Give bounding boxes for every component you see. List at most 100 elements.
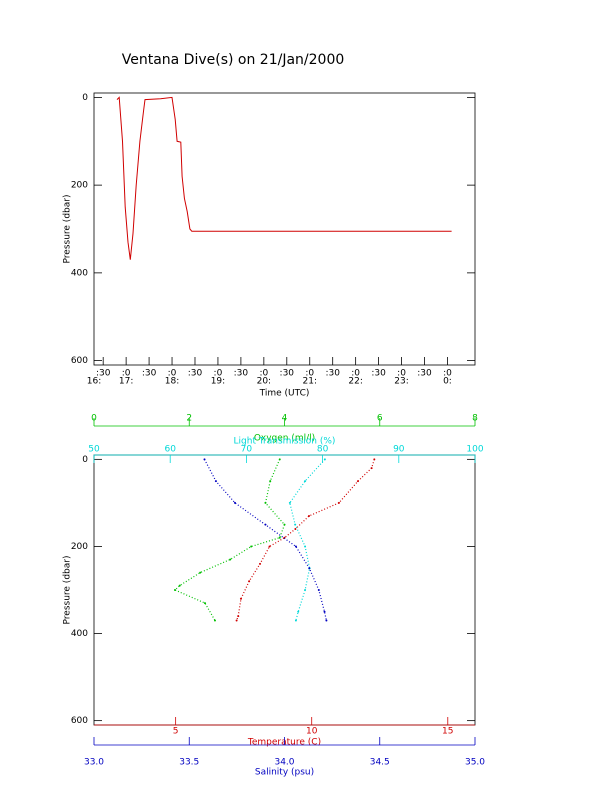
x-tick-label: :30 [280,369,295,379]
x-tick-label: 33.0 [84,758,104,768]
profile-point [283,523,286,526]
profile-point [304,545,307,548]
profile-point [235,619,238,622]
profile-point [294,545,297,548]
profile-trace [203,459,327,621]
profile-point [294,528,297,531]
profile-point [268,545,271,548]
profile-trace [236,459,375,621]
chart-title: Ventana Dive(s) on 21/Jan/2000 [122,52,345,68]
x-tick-label: 0 [91,414,97,424]
x-axis-title: Salinity (psu) [255,768,314,778]
x-axis-title: Light Transmission (%) [234,437,336,447]
y-axis-title: Pressure (dbar) [63,556,73,625]
profile-point [213,619,216,622]
x-tick-label: :30 [96,369,111,379]
x-tick-label: :0 [351,369,360,379]
profile-point [239,597,242,600]
x-tick-label: :0 [305,369,314,379]
x-tick-label: 70 [241,445,253,455]
profile-point [264,523,267,526]
y-tick-label: 600 [71,356,88,366]
x-axis-title: Temperature (C) [247,738,321,748]
y-tick-label: 600 [71,716,88,726]
x-tick-label: 80 [317,445,329,455]
x-tick-label: 34.0 [274,758,294,768]
profile-point [203,458,206,461]
x-hour-label: 16: [87,377,101,387]
x-axis-title: Time (UTC) [259,389,310,399]
x-tick-label: :30 [234,369,249,379]
x-tick-label: :30 [188,369,203,379]
profile-point [373,458,376,461]
y-axis-title: Pressure (dbar) [63,195,73,264]
plot-frame [93,92,476,366]
profile-point [259,562,262,565]
x-axis-title: Oxygen (ml/l) [254,434,315,444]
x-tick-label: :0 [443,369,452,379]
profile-point [288,501,291,504]
x-tick-label: :0 [168,369,177,379]
profile-point [370,467,373,470]
x-tick-label: :0 [122,369,131,379]
x-tick-label: 50 [88,445,100,455]
profile-point [203,602,206,605]
x-tick-label: 6 [377,414,383,424]
x-tick-label: 35.0 [465,758,485,768]
plot-frame [93,454,476,726]
x-tick-label: 33.5 [179,758,199,768]
x-hour-label: 20: [257,377,271,387]
dive-trace [116,96,452,260]
y-tick-label: 0 [82,455,88,465]
profile-point [229,558,232,561]
x-hour-label: 19: [211,377,225,387]
x-tick-label: :0 [259,369,268,379]
profile-point [214,480,217,483]
x-hour-label: 17: [119,377,133,387]
y-tick-label: 200 [71,181,88,191]
profile-point [297,610,300,613]
profile-point [248,580,251,583]
profile-trace [289,458,326,621]
profile-point [317,589,320,591]
profile-point [269,480,272,483]
y-tick-label: 400 [71,629,88,639]
profile-point [308,567,311,570]
x-tick-label: :0 [397,369,406,379]
x-hour-label: 22: [348,377,362,387]
profile-point [323,610,326,613]
x-tick-label: :30 [417,369,432,379]
x-tick-label: 100 [466,445,483,455]
profile-point [323,458,326,461]
x-hour-label: 0: [443,377,452,387]
x-tick-label: :30 [142,369,157,379]
x-tick-label: 34.5 [370,758,390,768]
profile-point [264,501,267,504]
x-tick-label: 10 [306,727,318,737]
profile-point [173,589,176,591]
x-hour-label: 18: [165,377,179,387]
profile-point [278,536,281,539]
y-tick-label: 0 [82,93,88,103]
profile-point [304,589,307,591]
profile-point [337,501,340,504]
x-tick-label: 4 [282,414,288,424]
x-tick-label: 8 [472,414,478,424]
profile-point [356,480,359,483]
profile-point [233,501,236,504]
profile-point [178,584,181,587]
x-tick-label: 60 [164,445,176,455]
profile-point [278,458,281,461]
y-tick-label: 400 [71,268,88,278]
x-tick-label: 2 [186,414,192,424]
profile-point [199,571,202,574]
x-tick-label: 15 [442,727,453,737]
profile-point [307,514,310,517]
profile-point [237,615,240,618]
x-tick-label: :30 [371,369,386,379]
x-tick-label: :0 [214,369,223,379]
x-hour-label: 21: [303,377,317,387]
profile-point [294,523,297,526]
x-tick-label: :30 [325,369,340,379]
